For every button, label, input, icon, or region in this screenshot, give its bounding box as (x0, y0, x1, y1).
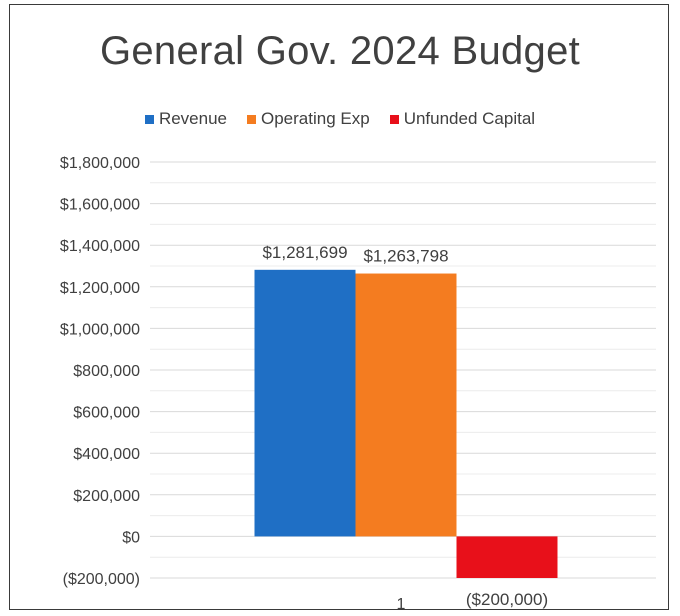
y-tick-label: $1,400,000 (60, 238, 140, 255)
plot-area: ($200,000) $0 $200,000 $400,000 $600,000 $800… (60, 155, 656, 611)
x-tick-label: 1 (397, 596, 406, 611)
legend-label-operating-exp: Operating Exp (261, 109, 370, 128)
y-tick-label: $600,000 (73, 405, 140, 422)
legend-swatch-unfunded-capital (389, 114, 399, 124)
y-tick-label: $200,000 (73, 488, 140, 505)
legend: Revenue Operating Exp Unfunded Capital (10, 109, 670, 129)
y-tick-label: $1,200,000 (60, 280, 140, 297)
y-tick-label: $1,000,000 (60, 321, 140, 338)
legend-label-unfunded-capital: Unfunded Capital (403, 109, 536, 128)
y-tick-label: $400,000 (73, 446, 140, 463)
bar-unfunded-capital (456, 536, 558, 578)
y-tick-label: $1,600,000 (60, 197, 140, 214)
legend-item-revenue: Revenue (144, 109, 227, 129)
data-label: $1,281,699 (262, 243, 347, 262)
y-tick-label: $0 (122, 529, 140, 546)
data-label: $1,263,798 (363, 247, 448, 266)
legend-swatch-revenue (144, 114, 154, 124)
bar-operating-exp (355, 273, 457, 537)
y-tick-label: ($200,000) (63, 571, 140, 588)
chart-frame: General Gov. 2024 Budget Revenue Operati… (9, 4, 670, 611)
legend-item-operating-exp: Operating Exp (247, 109, 370, 129)
chart-title: General Gov. 2024 Budget (99, 29, 581, 73)
data-label: ($200,000) (466, 590, 548, 609)
legend-label-revenue: Revenue (158, 109, 227, 128)
legend-item-unfunded-capital: Unfunded Capital (389, 109, 536, 129)
y-tick-label: $800,000 (73, 363, 140, 380)
bar-revenue (254, 269, 356, 537)
legend-swatch-operating-exp (247, 114, 256, 124)
y-tick-label: $1,800,000 (60, 155, 140, 172)
